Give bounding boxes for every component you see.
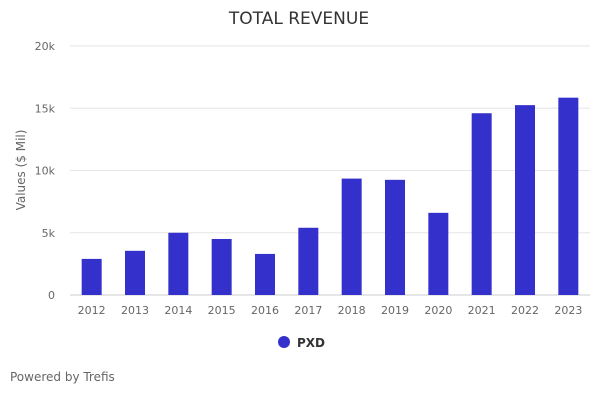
y-axis-label: Values ($ Mil) xyxy=(14,130,28,211)
bar-2013[interactable] xyxy=(125,250,145,295)
legend[interactable]: PXD xyxy=(278,336,325,350)
x-tick-label: 2019 xyxy=(381,304,409,317)
x-tick-label: 2017 xyxy=(294,304,322,317)
bar-2018[interactable] xyxy=(341,178,362,295)
bar-series-pxd xyxy=(81,97,579,295)
bar-2012[interactable] xyxy=(81,258,102,295)
x-tick-label: 2015 xyxy=(208,304,236,317)
legend-swatch-pxd[interactable] xyxy=(278,336,290,348)
bar-2017[interactable] xyxy=(298,227,319,295)
bar-2021[interactable] xyxy=(471,113,492,295)
bar-2015[interactable] xyxy=(211,238,232,295)
y-axis-ticks: 0 5k 10k 15k 20k xyxy=(35,40,56,302)
powered-by-footer: Powered by Trefis xyxy=(10,370,115,384)
x-tick-label: 2012 xyxy=(78,304,106,317)
y-tick-label: 15k xyxy=(35,102,56,115)
x-tick-label: 2021 xyxy=(468,304,496,317)
x-tick-label: 2014 xyxy=(164,304,192,317)
x-tick-label: 2018 xyxy=(338,304,366,317)
grid-lines xyxy=(70,45,590,234)
x-tick-label: 2022 xyxy=(511,304,539,317)
x-axis-ticks: 2012 2013 2014 2015 2016 2017 2018 2019 2020 2021… xyxy=(78,304,583,317)
y-tick-label: 10k xyxy=(35,165,56,178)
bar-2022[interactable] xyxy=(515,105,535,295)
y-tick-label: 5k xyxy=(42,227,56,240)
bar-2016[interactable] xyxy=(255,253,275,295)
chart-title: TOTAL REVENUE xyxy=(228,9,369,29)
legend-label-pxd[interactable]: PXD xyxy=(297,336,325,350)
y-tick-label: 0 xyxy=(48,289,55,302)
x-tick-label: 2020 xyxy=(424,304,452,317)
bar-2020[interactable] xyxy=(428,212,449,295)
y-tick-label: 20k xyxy=(35,40,56,53)
bar-2019[interactable] xyxy=(385,179,405,295)
x-tick-label: 2016 xyxy=(251,304,279,317)
bar-2023[interactable] xyxy=(558,97,579,295)
bar-2014[interactable] xyxy=(168,232,189,295)
x-tick-label: 2013 xyxy=(121,304,149,317)
x-tick-label: 2023 xyxy=(554,304,582,317)
